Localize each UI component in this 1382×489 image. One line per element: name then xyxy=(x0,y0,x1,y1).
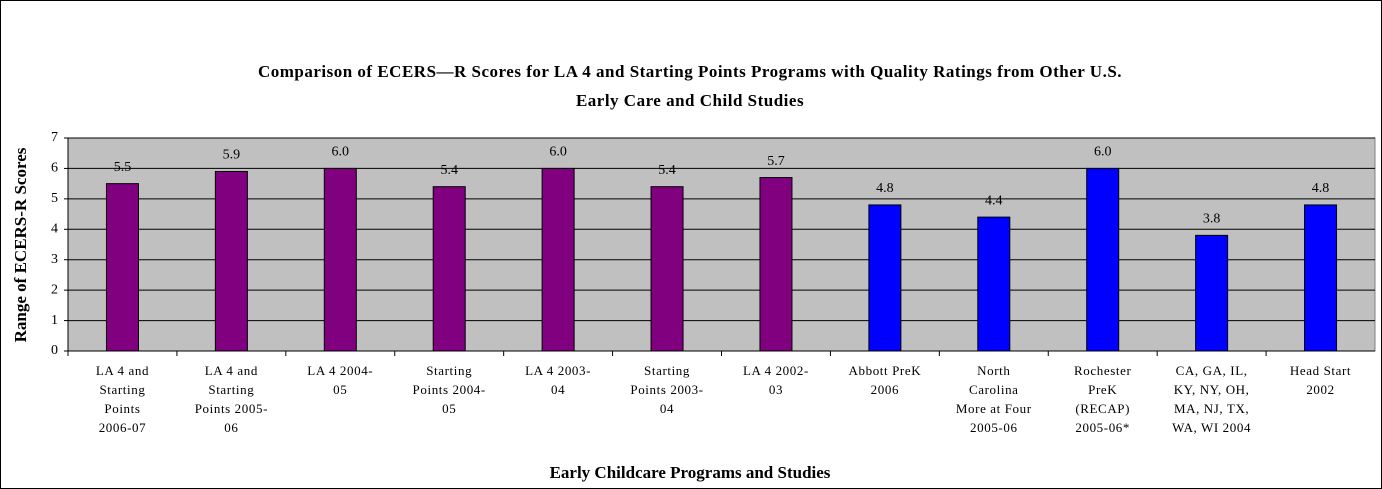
y-tick-label: 6 xyxy=(51,161,58,176)
data-label: 6.0 xyxy=(332,145,350,160)
bar xyxy=(868,204,902,352)
data-label: 6.0 xyxy=(1094,145,1112,160)
x-tick-label: Starting Points 2004- 05 xyxy=(412,363,486,416)
x-tick-label: LA 4 2003- 04 xyxy=(525,363,592,397)
plot-background xyxy=(67,137,1376,352)
y-tick-label: 2 xyxy=(51,282,58,297)
bar xyxy=(105,183,139,352)
bar xyxy=(541,167,575,352)
data-label: 4.8 xyxy=(1312,181,1330,196)
data-label: 5.4 xyxy=(440,163,458,178)
y-tick-label: 4 xyxy=(51,222,58,237)
data-label: 5.4 xyxy=(658,163,676,178)
chart-title: Comparison of ECERS—R Scores for LA 4 an… xyxy=(257,62,1123,110)
bar xyxy=(1304,204,1338,352)
data-label: 5.7 xyxy=(767,154,785,169)
x-tick-label: LA 4 2004- 05 xyxy=(307,363,374,397)
x-tick-label: North Carolina More at Four 2005-06 xyxy=(955,363,1032,435)
y-tick-label: 1 xyxy=(51,313,58,328)
bar xyxy=(1086,167,1120,352)
x-tick-label: LA 4 and Starting Points 2005- 06 xyxy=(194,363,268,435)
data-label: 3.8 xyxy=(1203,212,1221,227)
bar xyxy=(759,177,793,352)
x-tick-label: Head Start 2002 xyxy=(1289,363,1352,397)
x-tick-label: Starting Points 2003- 04 xyxy=(630,363,704,416)
data-label: 4.8 xyxy=(876,181,894,196)
x-tick-label: CA, GA, IL, KY, NY, OH, MA, NJ, TX, WA, … xyxy=(1172,363,1252,435)
x-tick-label: Rochester PreK (RECAP) 2005-06* xyxy=(1074,363,1132,435)
x-tick-label: Abbott PreK 2006 xyxy=(848,363,922,397)
bar xyxy=(1195,234,1229,352)
data-label: 5.9 xyxy=(223,148,241,163)
y-tick-label: 3 xyxy=(51,252,58,267)
bar xyxy=(650,186,684,352)
data-label: 5.5 xyxy=(114,160,132,175)
bar xyxy=(323,167,357,352)
x-tick-label: LA 4 2002- 03 xyxy=(742,363,809,397)
y-tick-label: 7 xyxy=(51,130,58,145)
y-tick-label: 5 xyxy=(51,191,58,206)
x-axis-label: Early Childcare Programs and Studies xyxy=(549,463,831,482)
data-label: 4.4 xyxy=(985,193,1003,208)
bar xyxy=(432,186,466,352)
data-label: 6.0 xyxy=(549,145,567,160)
y-axis-label: Range of ECERS-R Scores xyxy=(11,147,30,342)
bar xyxy=(214,170,248,352)
x-tick-label: LA 4 and Starting Points 2006-07 xyxy=(95,363,150,435)
bar xyxy=(977,216,1011,352)
y-tick-label: 0 xyxy=(51,343,58,358)
